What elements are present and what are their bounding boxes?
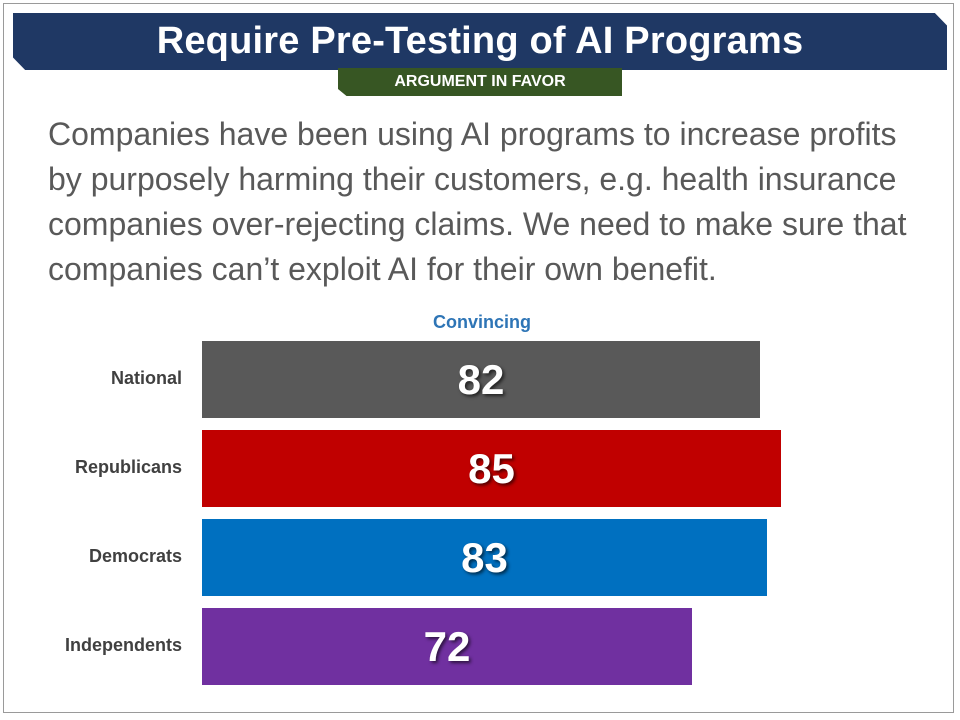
slide-title: Require Pre-Testing of AI Programs <box>156 20 804 62</box>
category-label: Independents <box>64 635 182 655</box>
bar-value-label: 85 <box>468 445 515 492</box>
bar-republicans <box>202 430 781 507</box>
argument-tag: ARGUMENT IN FAVOR <box>338 68 622 96</box>
argument-text: Companies have been using AI programs to… <box>48 116 907 287</box>
bar-value-label: 82 <box>457 356 505 403</box>
slide-frame <box>3 3 954 713</box>
bar-national <box>202 341 760 418</box>
category-label: Republicans <box>74 457 182 477</box>
argument-tag-label: ARGUMENT IN FAVOR <box>394 73 566 90</box>
bar-independents <box>202 608 692 685</box>
title-banner: Require Pre-Testing of AI Programs <box>13 13 947 70</box>
bar-democrats <box>202 519 767 596</box>
chart-title: Convincing <box>433 312 531 332</box>
category-label: National <box>110 368 182 388</box>
bar-value-label: 83 <box>461 534 508 581</box>
category-label: Democrats <box>88 546 182 566</box>
bar-value-label: 72 <box>423 623 471 670</box>
